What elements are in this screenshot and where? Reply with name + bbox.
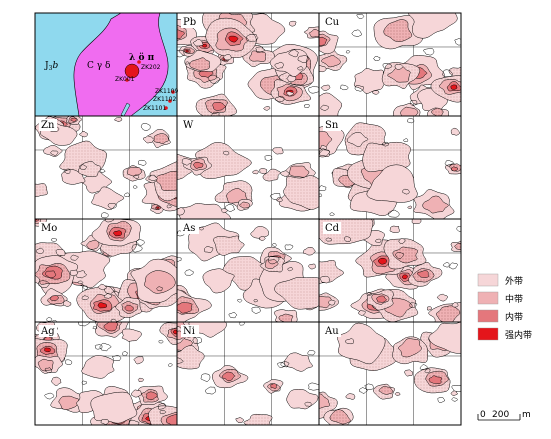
panel-label-ag: Ag	[40, 326, 55, 337]
drill-hole-marker	[125, 78, 129, 82]
legend-label-outer: 外带	[505, 275, 523, 287]
legend-swatch-inner	[477, 309, 499, 323]
drill-hole-label: ZK1109	[155, 88, 178, 95]
panel-cu	[319, 13, 461, 116]
panel-as	[177, 219, 319, 322]
scale-bar: 0 200 m	[477, 410, 531, 421]
panel-pb	[177, 13, 319, 116]
panel-cd	[319, 219, 461, 322]
legend-swatch-strong	[477, 327, 499, 341]
panel-label-sn: Sn	[325, 120, 339, 131]
panel-label-cd: Cd	[325, 223, 340, 234]
panel-ag	[35, 322, 177, 425]
drill-hole-label: ZK1101	[143, 105, 166, 112]
panel-grid	[34, 12, 462, 426]
scale-zero: 0	[480, 410, 486, 420]
scale-unit: m	[522, 410, 531, 420]
drill-hole-label: ZK001	[115, 76, 135, 83]
panel-label-mo: Mo	[41, 223, 57, 234]
legend-label-inner: 内带	[505, 311, 523, 323]
panel-label-as: As	[182, 223, 195, 234]
unit-intrusion-label: C γ δ	[87, 61, 110, 71]
legend-label-strong: 强内带	[505, 329, 532, 341]
panel-mo	[35, 219, 177, 322]
scale-value: 200	[492, 410, 509, 420]
legend-label-middle: 中带	[505, 293, 523, 305]
panel-label-pb: Pb	[183, 17, 196, 28]
panel-zn	[35, 116, 177, 219]
drill-hole-label: ZK1102	[153, 96, 176, 103]
drill-hole-marker	[137, 60, 141, 64]
drill-hole-marker	[164, 106, 168, 110]
panel-w	[177, 116, 319, 219]
panel-au	[319, 322, 461, 425]
unit-dike-label: λ ö π	[129, 52, 155, 63]
drill-hole-marker	[168, 99, 172, 103]
panel-label-ni: Ni	[183, 326, 195, 337]
drill-hole-label: ZK202	[141, 64, 161, 71]
panel-label-w: W	[183, 120, 194, 131]
porphyry-body	[124, 63, 140, 79]
panel-label-cu: Cu	[325, 17, 340, 28]
panel-sn	[319, 116, 461, 219]
panel-label-au: Au	[324, 326, 339, 337]
legend-swatch-outer	[477, 273, 499, 287]
legend-swatch-middle	[477, 291, 499, 305]
unit-west-label: J3b	[44, 61, 58, 72]
drill-hole-marker	[171, 90, 175, 94]
panel-label-zn: Zn	[41, 120, 55, 131]
